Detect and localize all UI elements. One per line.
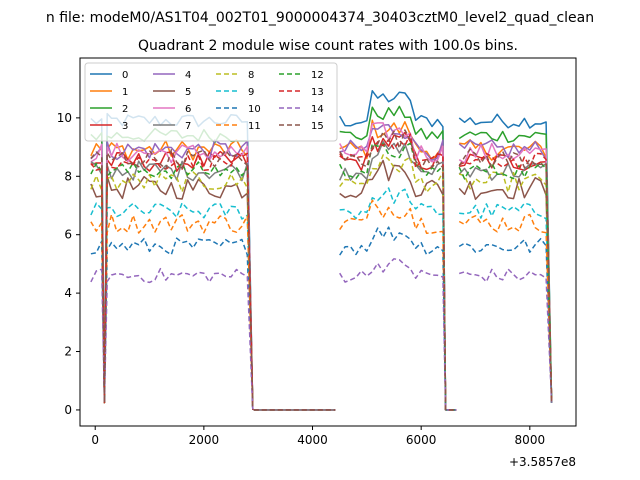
y-axis: 0 2 4 6 8 10 [57,111,80,417]
y-tick-label: 6 [64,228,72,242]
series-line-12-part-4 [458,162,553,403]
series-line-9-part-1 [90,202,254,410]
legend-item-10: 10 [216,104,261,115]
series-line-14-part-3 [339,258,457,411]
figure-suptitle: n file: modeM0/AS1T04_002T01_9000004374_… [46,10,594,26]
x-tick-label: 0 [91,433,99,447]
plot-frame [79,57,577,427]
series-line-9-part-3 [339,187,457,411]
series-line-10-part-4 [458,237,553,403]
legend-label: 7 [185,121,191,132]
legend-label: 6 [185,104,191,115]
legend-item-12: 12 [279,70,324,81]
x-tick-label: 6000 [406,433,437,447]
series-line-14-part-1 [90,267,254,410]
y-tick-label: 4 [64,286,72,300]
series-line-5-part-1 [90,175,254,410]
y-tick-label: 0 [64,403,72,417]
series-line-12-part-1 [90,161,254,410]
legend-label: 10 [248,104,261,115]
series-line-6-part-4 [458,142,553,403]
legend-item-6: 6 [153,104,191,115]
legend-label: 0 [122,70,128,81]
x-tick-label: 4000 [297,433,328,447]
series-line-8-part-4 [458,171,553,403]
legend-label: 14 [311,104,324,115]
legend-label: 11 [248,121,261,132]
legend-item-4: 4 [153,70,191,81]
series-line-3-part-1 [90,150,254,410]
legend-label: 12 [311,70,324,81]
y-tick-label: 8 [64,169,72,183]
legend-label: 3 [122,121,128,132]
series-line-13-part-1 [90,152,254,410]
series-line-5-part-4 [458,177,553,403]
legend-item-14: 14 [279,104,324,115]
series-line-4-part-4 [458,139,553,403]
legend-item-2: 2 [90,104,128,115]
legend-item-15: 15 [279,121,324,132]
series-line-2-part-4 [458,130,553,403]
legend-item-5: 5 [153,87,191,98]
series-line-15-part-4 [458,148,553,403]
series-line-5-part-3 [339,159,457,411]
legend-item-9: 9 [216,87,254,98]
legend-item-8: 8 [216,70,254,81]
series-line-14-part-4 [458,268,553,403]
series-line-15-part-3 [339,129,457,411]
legend-item-1: 1 [90,87,128,98]
series-line-0-part-4 [458,113,553,403]
series-line-2-part-3 [339,105,457,411]
legend-label: 13 [311,87,324,98]
legend-label: 2 [122,104,128,115]
legend-label: 9 [248,87,254,98]
series-line-10-part-3 [339,226,457,411]
x-tick-label: 8000 [515,433,546,447]
series-line-9-part-4 [459,202,553,403]
series-line-8-part-3 [339,154,457,411]
y-tick-label: 2 [64,345,72,359]
legend-label: 8 [248,70,254,81]
series-line-13-part-4 [458,152,553,403]
series-15 [90,129,553,411]
series-line-13-part-3 [339,133,457,411]
legend-item-11: 11 [216,121,261,132]
series-line-6-part-3 [339,122,457,411]
legend-label: 4 [185,70,191,81]
series-line-7-part-4 [458,162,553,403]
series-line-4-part-1 [90,139,254,410]
series-line-15-part-1 [90,149,254,410]
legend-item-0: 0 [90,70,128,81]
series-line-10-part-1 [90,237,254,410]
legend-label: 5 [185,87,191,98]
legend-item-13: 13 [279,87,324,98]
legend-item-7: 7 [153,121,191,132]
series-line-11-part-3 [339,199,457,411]
series-line-0-part-3 [339,90,457,411]
y-tick-label: 10 [57,111,72,125]
series-line-1-part-1 [90,139,254,410]
legend-item-3: 3 [90,121,128,132]
series-line-8-part-1 [90,171,254,410]
legend-box [84,62,338,142]
legend-label: 1 [122,87,128,98]
series-line-11-part-4 [458,213,553,403]
legend-label: 15 [311,121,324,132]
series-line-11-part-1 [90,213,254,410]
x-tick-label: 2000 [189,433,220,447]
x-offset-label: +3.5857e8 [509,455,576,469]
chart-title: Quadrant 2 module wise count rates with … [138,38,518,54]
x-axis: 0 2000 4000 6000 8000 [91,426,545,447]
series-line-12-part-3 [339,142,457,411]
